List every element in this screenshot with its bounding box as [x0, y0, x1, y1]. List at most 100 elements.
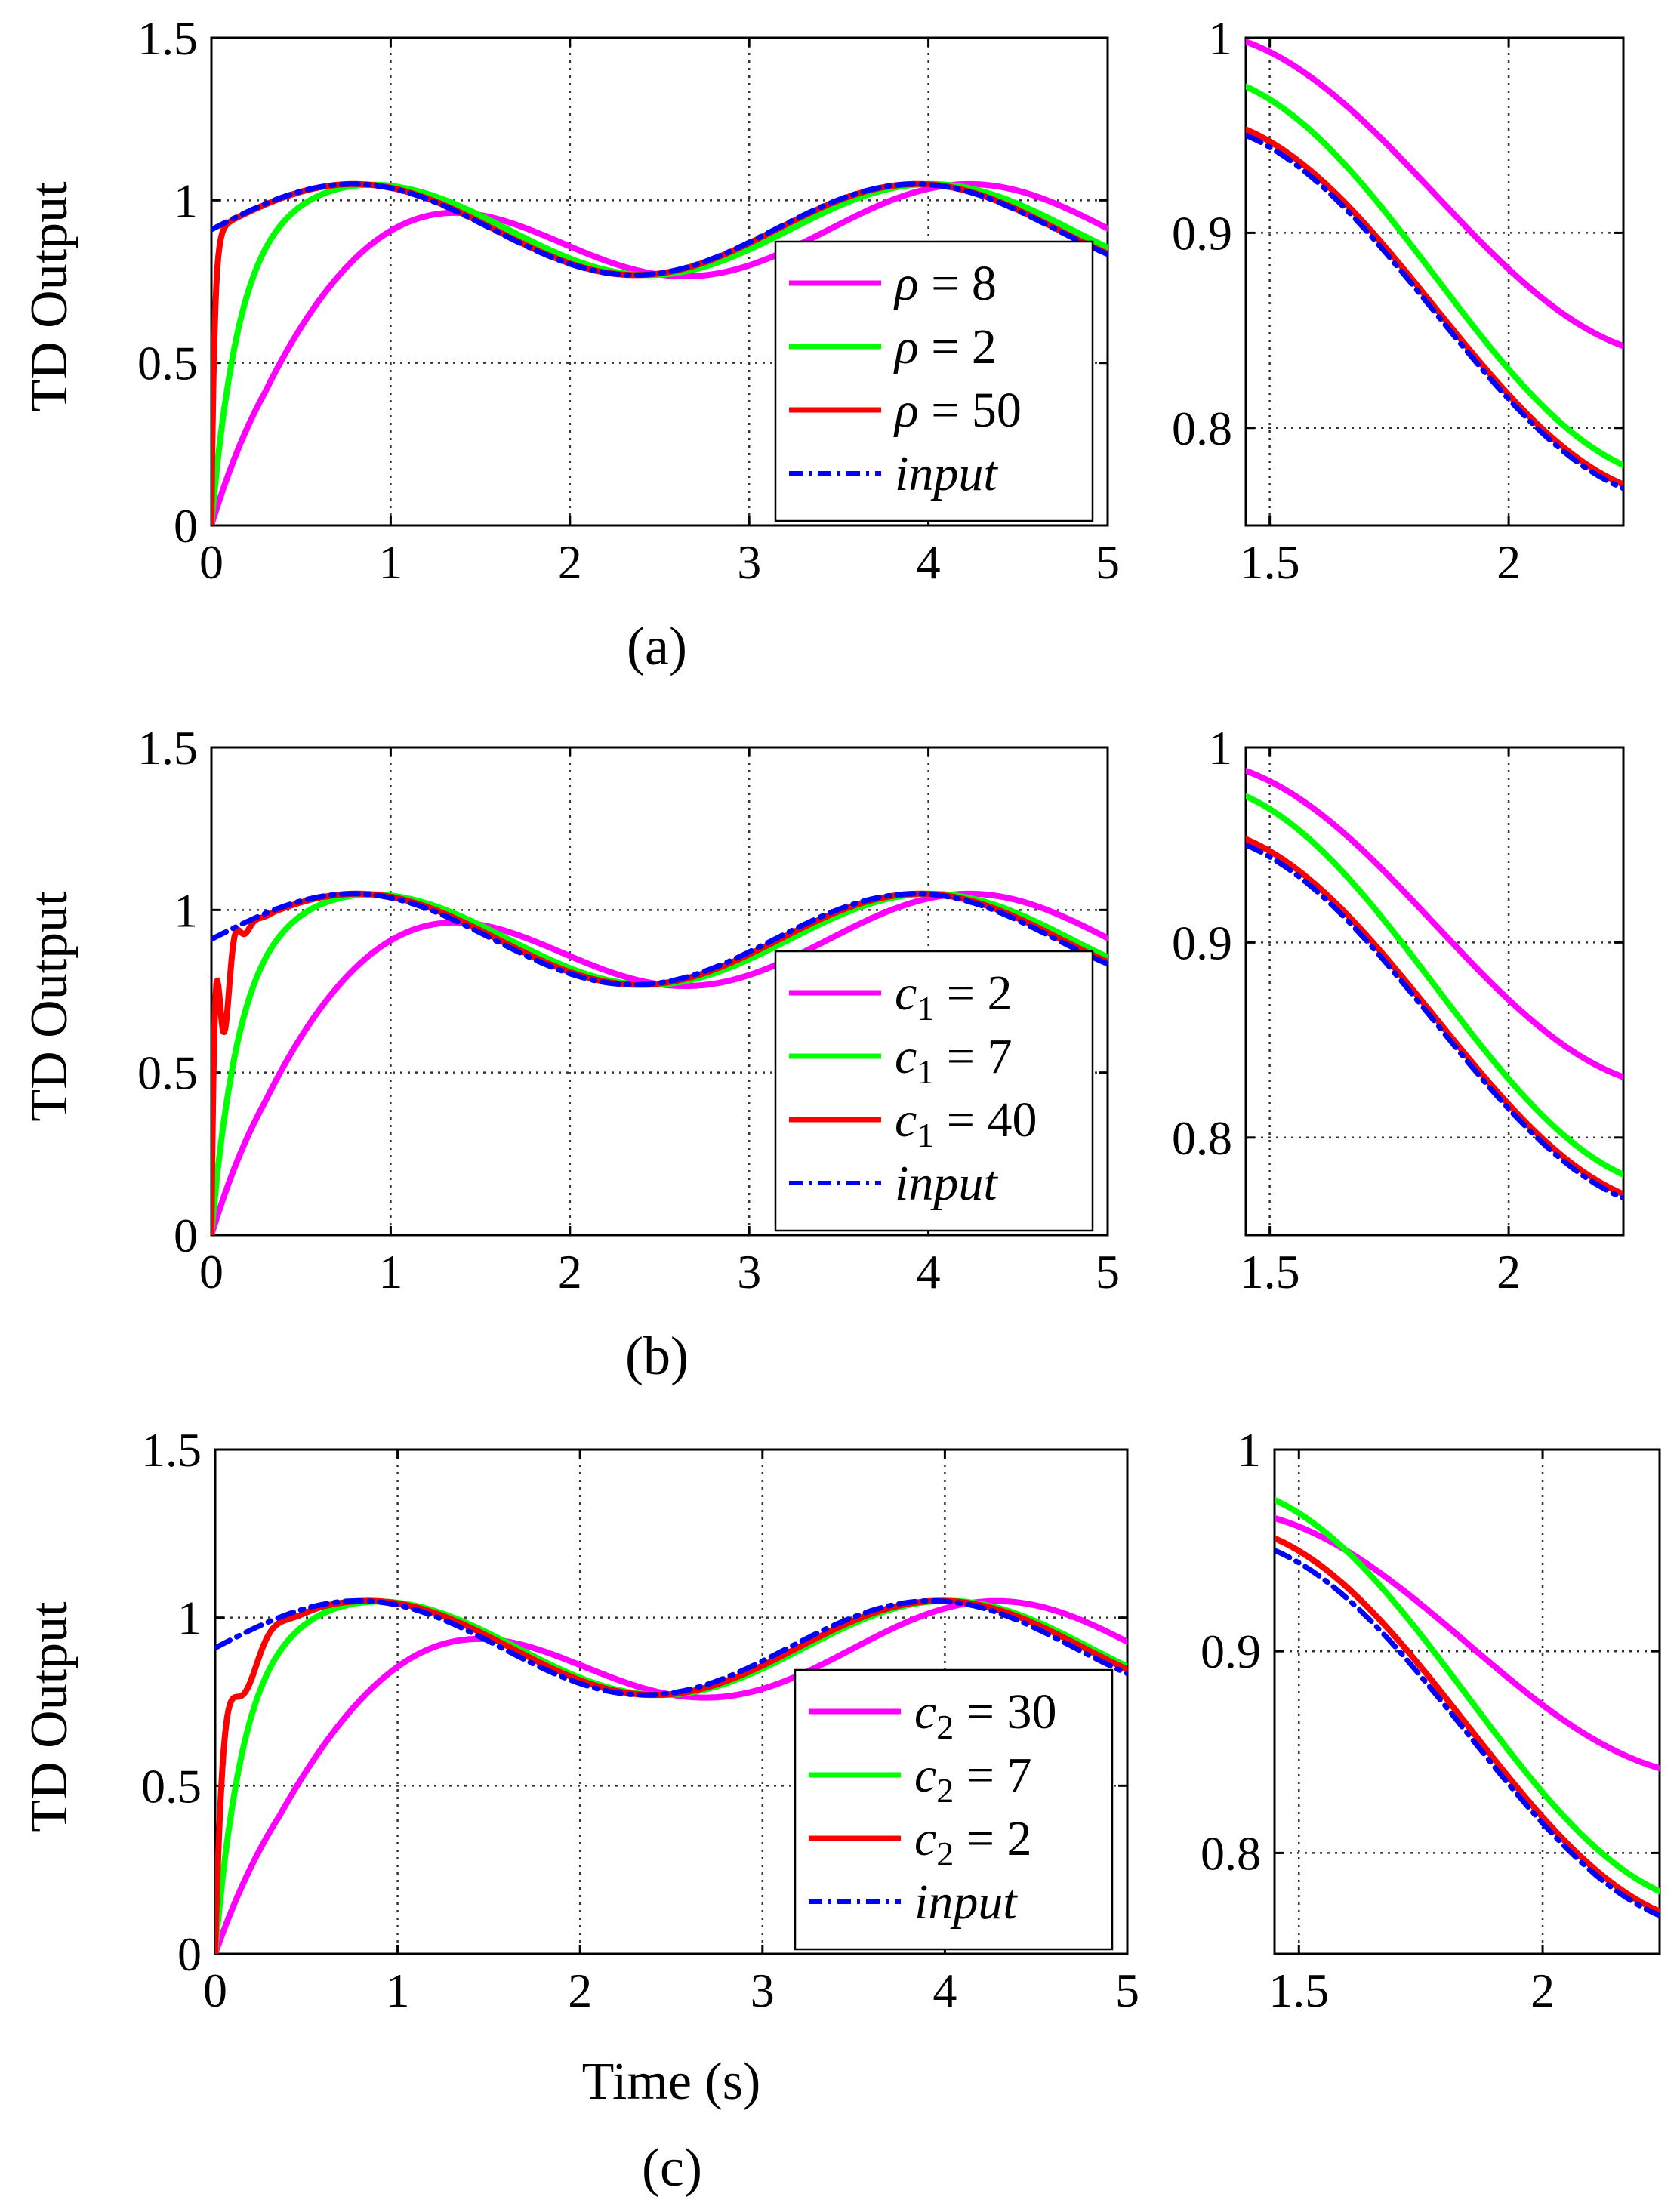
chart-c-ytick-label: 1.5 — [141, 1423, 202, 1477]
chart-a-ytick-label: 1 — [174, 174, 198, 227]
chart-a-ytick-label: 0.5 — [137, 337, 198, 390]
chart-a-inset-ytick-label: 1 — [1208, 11, 1232, 65]
chart-c-xtick-label: 3 — [751, 1964, 775, 2017]
chart-b-inset-ytick-label: 0.8 — [1172, 1111, 1232, 1165]
chart-c-xtick-label: 1 — [386, 1964, 410, 2017]
chart-c-ylabel: TD Output — [20, 1601, 79, 1832]
chart-a-inset-grid — [1246, 38, 1623, 525]
chart-b-inset-grid — [1246, 747, 1623, 1235]
chart-b-inset-series-0 — [1246, 768, 1623, 1080]
chart-a-legend-label-0: ρ = 8 — [893, 256, 997, 311]
chart-b-legend-label-2: c1 = 40 — [895, 1092, 1037, 1154]
chart-b-ylabel: TD Output — [20, 891, 79, 1122]
chart-b-legend-label-1: c1 = 7 — [895, 1029, 1013, 1091]
chart-a-ytick-label: 1.5 — [137, 11, 198, 65]
chart-b-inset-series-2 — [1246, 836, 1623, 1197]
chart-b-inset-lines — [1246, 768, 1623, 1201]
chart-c-legend-label-3: input — [914, 1875, 1018, 1930]
chart-a-legend: ρ = 8 ρ = 2 ρ = 50 input — [774, 240, 1094, 522]
chart-c-inset-ytick-label: 0.8 — [1201, 1826, 1261, 1880]
chart-a-inset-xtick-label: 2 — [1497, 535, 1521, 589]
chart-a-inset-lines — [1246, 39, 1623, 491]
chart-b-inset-ytick-label: 1 — [1208, 721, 1232, 775]
chart-b-xtick-label: 3 — [737, 1245, 761, 1299]
chart-a-xtick-label: 2 — [558, 535, 582, 589]
chart-c-frame — [214, 1448, 1129, 1955]
chart-b-ytick-label: 1 — [174, 883, 198, 937]
chart-a-inset-series-1 — [1246, 83, 1623, 468]
chart-c-xtick-label: 2 — [568, 1964, 592, 2017]
chart-a-inset-ytick-label: 0.9 — [1172, 206, 1232, 260]
chart-a-inset-series-0 — [1246, 39, 1623, 350]
chart-c-xlabel: Time (s) — [582, 2053, 761, 2111]
chart-c-legend-label-1: c2 = 7 — [914, 1748, 1032, 1810]
chart-a-series-3 — [211, 181, 1108, 278]
chart-b-xtick-label: 1 — [378, 1245, 402, 1299]
chart-b-inset-xtick-label: 1.5 — [1240, 1245, 1300, 1299]
chart-b-inset-series-1 — [1246, 793, 1623, 1178]
chart-c-xtick-label: 5 — [1115, 1964, 1139, 2017]
chart-b-inset-frame — [1244, 746, 1625, 1237]
chart-b-xtick-label: 5 — [1096, 1245, 1120, 1299]
chart-b-xtick-label: 4 — [917, 1245, 941, 1299]
chart-a-ylabel: TD Output — [20, 181, 79, 412]
chart-b-ytick-label: 1.5 — [137, 721, 198, 775]
chart-a-legend-label-2: ρ = 50 — [893, 383, 1022, 438]
chart-b-inset-series-3 — [1246, 842, 1623, 1201]
chart-a-xtick-label: 0 — [199, 535, 223, 589]
chart-c-inset-ytick-label: 1 — [1237, 1423, 1261, 1477]
chart-c-inset-series-3 — [1275, 1548, 1660, 1918]
chart-c-inset-xtick-label: 2 — [1530, 1964, 1555, 2017]
chart-c-xtick-label: 4 — [932, 1964, 957, 2017]
chart-b-series-3 — [211, 891, 1108, 987]
chart-a: 0 1 2 3 4 5 0 0.5 1 1.5 ρ = 8 ρ = 2 ρ = 50 input TD Ou… — [20, 11, 1625, 676]
chart-c-caption: (c) — [642, 2137, 702, 2198]
chart-c-xtick-label: 0 — [203, 1964, 227, 2017]
chart-c-inset-ytick-label: 0.9 — [1201, 1625, 1261, 1678]
chart-a-ytick-label: 0 — [174, 499, 198, 553]
chart-c-inset-frame — [1273, 1448, 1661, 1955]
chart-a-xtick-label: 3 — [737, 535, 761, 589]
chart-b-ytick-label: 0.5 — [137, 1046, 198, 1100]
chart-c-grid — [215, 1450, 1127, 1954]
chart-a-inset-series-2 — [1246, 126, 1623, 488]
chart-b-legend-label-3: input — [895, 1156, 998, 1211]
chart-b-xtick-label: 2 — [558, 1245, 582, 1299]
chart-a-frame — [210, 36, 1109, 527]
chart-a-inset-series-3 — [1246, 132, 1623, 491]
chart-c-legend-label-2: c2 = 2 — [914, 1811, 1032, 1873]
chart-b-frame — [210, 746, 1109, 1237]
chart-c-legend-label-0: c2 = 30 — [914, 1684, 1057, 1746]
chart-b-lines — [211, 890, 1108, 1235]
chart-a-inset-xtick-label: 1.5 — [1240, 535, 1300, 589]
chart-c-inset-series-2 — [1275, 1535, 1660, 1915]
chart-b-xtick-label: 0 — [199, 1245, 223, 1299]
chart-c-series-3 — [215, 1597, 1127, 1698]
chart-b-ytick-label: 0 — [174, 1209, 198, 1262]
chart-b-legend-label-0: c1 = 2 — [895, 966, 1013, 1027]
chart-c-ytick-label: 1 — [177, 1591, 202, 1645]
chart-c-lines — [215, 1597, 1127, 1954]
chart-c-inset-grid — [1275, 1450, 1660, 1954]
chart-a-lines — [211, 180, 1108, 525]
chart-b-inset-xtick-label: 2 — [1497, 1245, 1521, 1299]
chart-b-inset-ytick-label: 0.9 — [1172, 916, 1232, 969]
chart-b-caption: (b) — [625, 1326, 689, 1386]
chart-a-xtick-label: 1 — [378, 535, 402, 589]
chart-a-legend-label-1: ρ = 2 — [893, 319, 997, 374]
chart-c-ytick-label: 0 — [177, 1927, 202, 1981]
chart-a-inset-ytick-label: 0.8 — [1172, 402, 1232, 455]
chart-c-inset-lines — [1275, 1496, 1660, 1918]
chart-a-xtick-label: 5 — [1096, 535, 1120, 589]
chart-a-xtick-label: 4 — [917, 535, 941, 589]
chart-c-inset-xtick-label: 1.5 — [1268, 1964, 1329, 2017]
chart-a-legend-label-3: input — [895, 446, 998, 501]
chart-a-inset-frame — [1244, 36, 1625, 527]
chart-c-inset-series-1 — [1275, 1496, 1660, 1895]
chart-a-caption: (a) — [627, 616, 687, 676]
